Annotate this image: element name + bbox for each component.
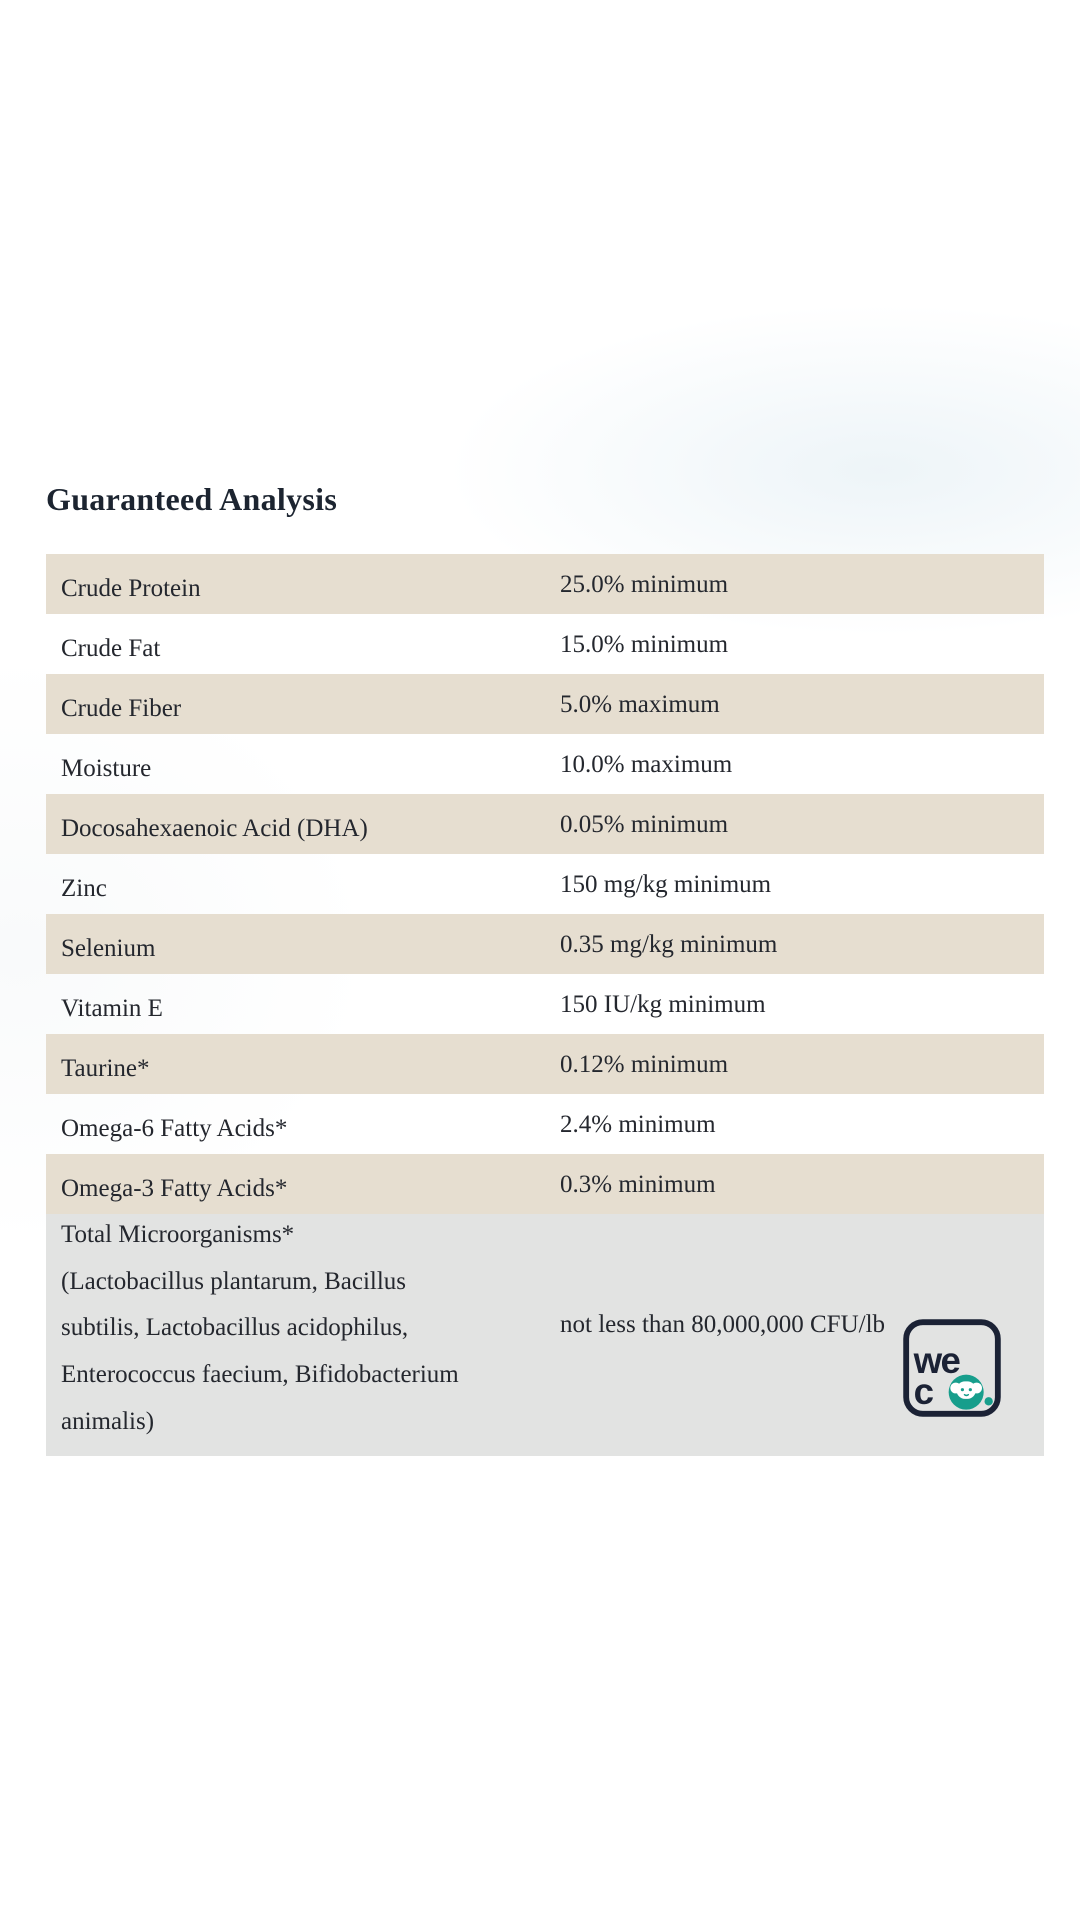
svg-text:c: c — [914, 1371, 934, 1412]
